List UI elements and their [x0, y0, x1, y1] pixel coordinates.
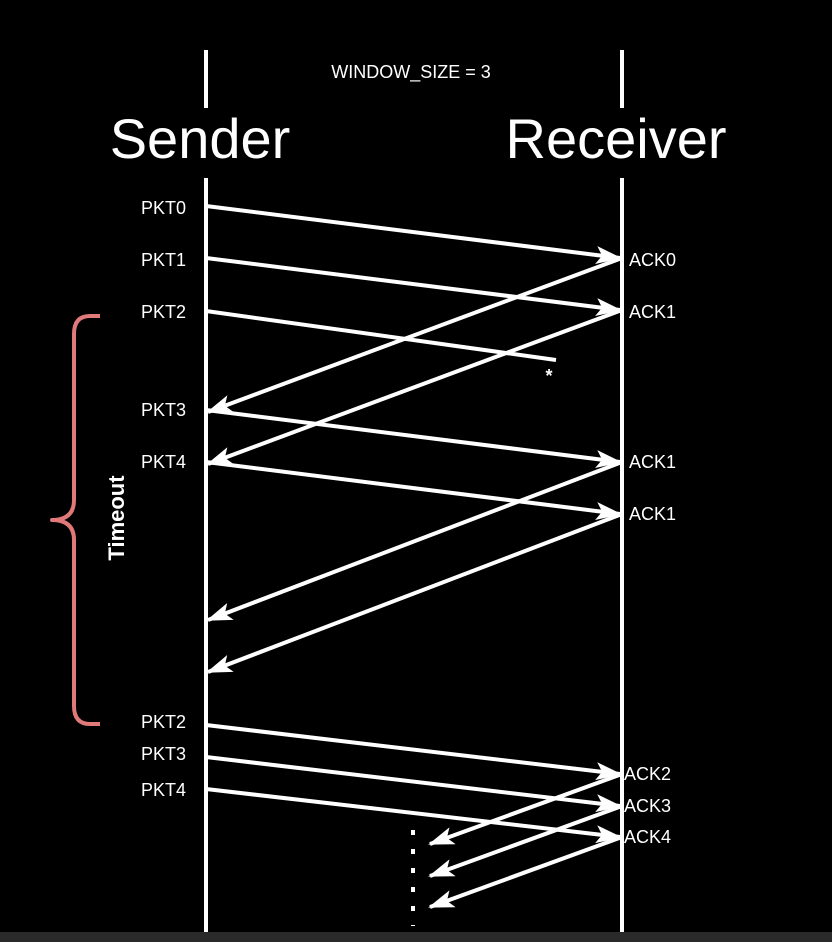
packet-arrow	[205, 204, 622, 264]
packet-arrow	[205, 408, 622, 468]
packet-arrow	[205, 256, 622, 316]
ack-arrow	[206, 256, 623, 414]
packet-label: PKT4	[141, 780, 186, 800]
ack-label: ACK0	[629, 250, 676, 270]
ack-label: ACK1	[629, 504, 676, 524]
ack-arrow	[206, 308, 623, 466]
packet-arrow	[205, 787, 622, 844]
ack-label: ACK2	[624, 764, 671, 784]
lost-packet-marker: *	[545, 366, 552, 386]
timeout-brace	[50, 314, 100, 726]
ack-arrow	[206, 460, 623, 622]
ack-label: ACK1	[629, 302, 676, 322]
packet-label: PKT3	[141, 744, 186, 764]
timeout-label: Timeout	[104, 475, 129, 561]
ack-arrow	[428, 804, 623, 878]
sender-title: Sender	[110, 107, 291, 170]
ack-label: ACK3	[624, 796, 671, 816]
ack-label: ACK4	[624, 827, 671, 847]
packet-label: PKT0	[141, 198, 186, 218]
packet-label: PKT3	[141, 400, 186, 420]
ack-arrow	[428, 772, 623, 846]
ack-arrow	[428, 835, 623, 909]
packet-label: PKT1	[141, 250, 186, 270]
ack-label: ACK1	[629, 452, 676, 472]
packet-label: PKT2	[141, 302, 186, 322]
packet-label: PKT2	[141, 712, 186, 732]
receiver-title: Receiver	[506, 107, 727, 170]
packet-arrow	[205, 723, 622, 781]
packet-arrow	[205, 460, 622, 520]
window-size-label: WINDOW_SIZE = 3	[331, 62, 491, 83]
lost-packet-line	[205, 309, 557, 362]
packet-label: PKT4	[141, 452, 186, 472]
ack-arrow	[206, 512, 623, 674]
